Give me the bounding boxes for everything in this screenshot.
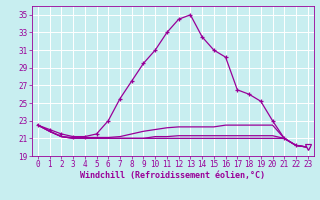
- X-axis label: Windchill (Refroidissement éolien,°C): Windchill (Refroidissement éolien,°C): [80, 171, 265, 180]
